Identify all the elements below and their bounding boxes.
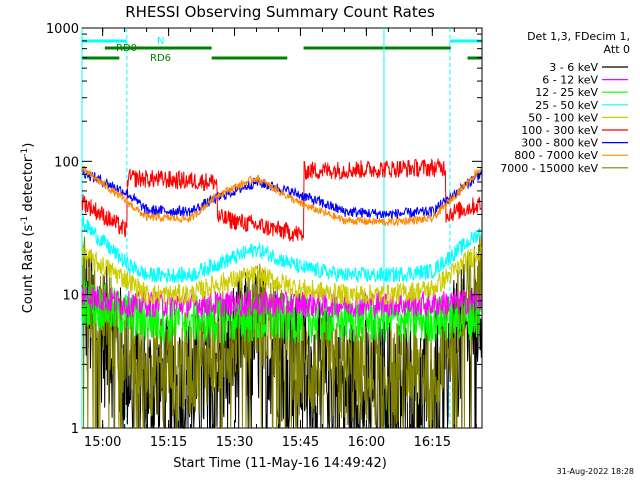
legend-entry-label: 800 - 7000 keV: [514, 149, 598, 162]
legend-entry-label: 3 - 6 keV: [549, 61, 598, 74]
y-axis-label-sup1: -1: [20, 216, 30, 225]
y-tick-label: 10: [62, 289, 79, 304]
y-axis-label-part2: detector: [21, 156, 36, 216]
data-series: [81, 158, 482, 430]
y-tick-label: 1000: [46, 22, 79, 37]
y-axis-label-part1: Count Rate (s: [21, 225, 36, 314]
x-axis-label: Start Time (11-May-16 14:49:42): [173, 456, 387, 471]
x-tick-label: 15:45: [282, 435, 319, 450]
legend-entry-label: 6 - 12 keV: [542, 74, 598, 87]
series-line: [81, 165, 482, 227]
footer-timestamp: 31-Aug-2022 18:28: [557, 467, 634, 476]
x-tick-label: 16:15: [414, 435, 451, 450]
flag-label-n: N: [157, 36, 164, 47]
series-line: [81, 215, 482, 285]
x-tick-label: 15:30: [216, 435, 253, 450]
y-axis: 1 10 100 1000: [46, 22, 482, 437]
flag-label-rd6: RD6: [150, 53, 171, 64]
legend-entry-label: 300 - 800 keV: [521, 137, 598, 150]
x-tick-label: 15:00: [84, 435, 121, 450]
y-axis-label: Count Rate (s-1 detector-1): [20, 143, 36, 314]
y-axis-label-sup2: -1: [20, 148, 30, 157]
y-tick-label: 100: [54, 155, 79, 170]
series-line: [81, 158, 482, 242]
legend-entry-label: 25 - 50 keV: [535, 99, 598, 112]
legend-header-line1: Det 1,3, FDecim 1,: [527, 30, 630, 43]
chart-title: RHESSI Observing Summary Count Rates: [125, 3, 435, 21]
y-axis-label-part3: ): [21, 143, 36, 148]
status-flags: [82, 39, 482, 60]
x-tick-label: 15:15: [150, 435, 187, 450]
legend-header-line2: Att 0: [604, 43, 630, 56]
x-tick-label: 16:00: [348, 435, 385, 450]
x-axis: 15:00 15:15 15:30 15:45 16:00 16:15: [84, 28, 477, 450]
legend-entry-label: 7000 - 15000 keV: [500, 162, 598, 175]
y-tick-label: 1: [71, 422, 79, 437]
legend-entry-label: 100 - 300 keV: [521, 124, 598, 137]
legend-entry-label: 50 - 100 keV: [528, 111, 598, 124]
series-line: [81, 244, 482, 306]
flag-label-rd0: RD0: [116, 43, 137, 54]
series-line: [81, 234, 482, 429]
legend-entry-label: 12 - 25 keV: [535, 86, 598, 99]
